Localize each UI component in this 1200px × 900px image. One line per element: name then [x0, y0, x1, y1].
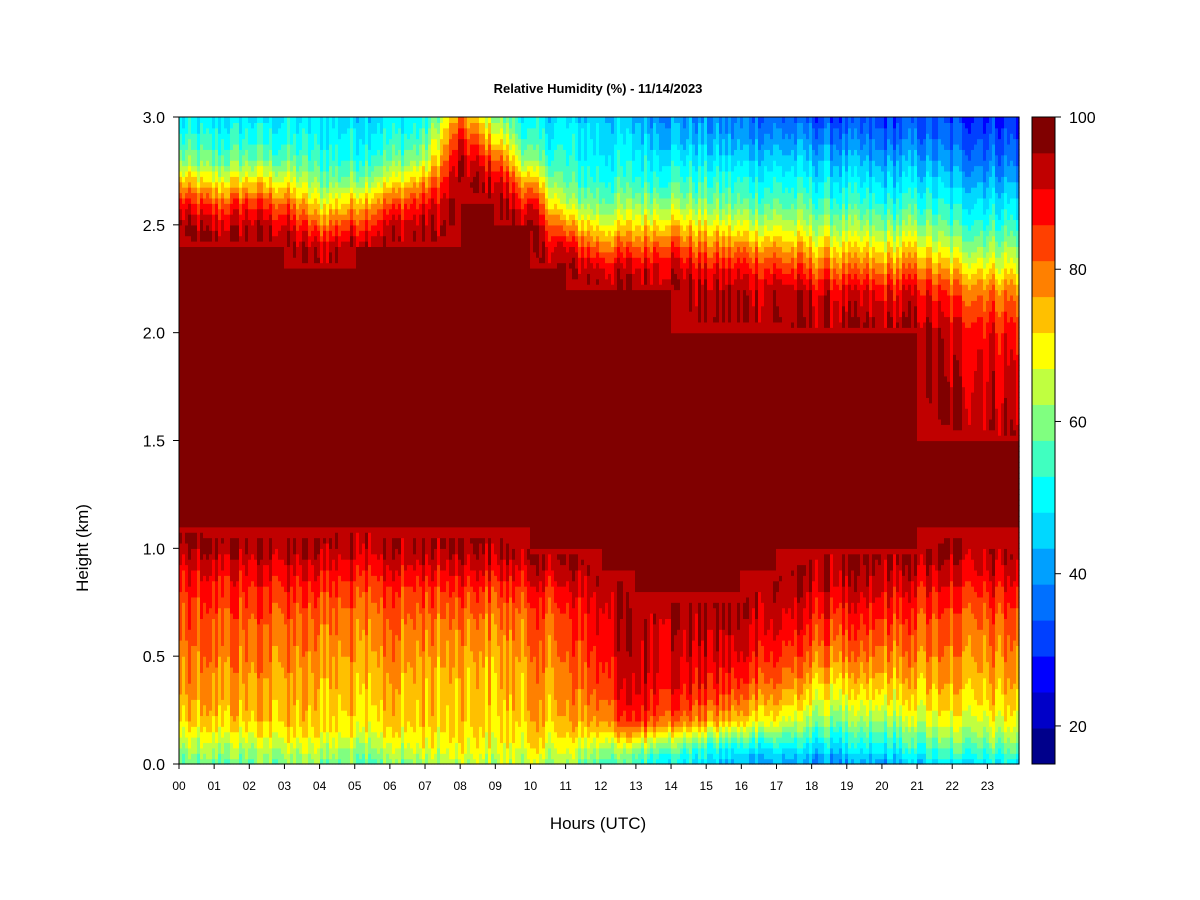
chart-title: Relative Humidity (%) - 11/14/2023: [494, 81, 703, 96]
plot-area: [179, 117, 1020, 765]
